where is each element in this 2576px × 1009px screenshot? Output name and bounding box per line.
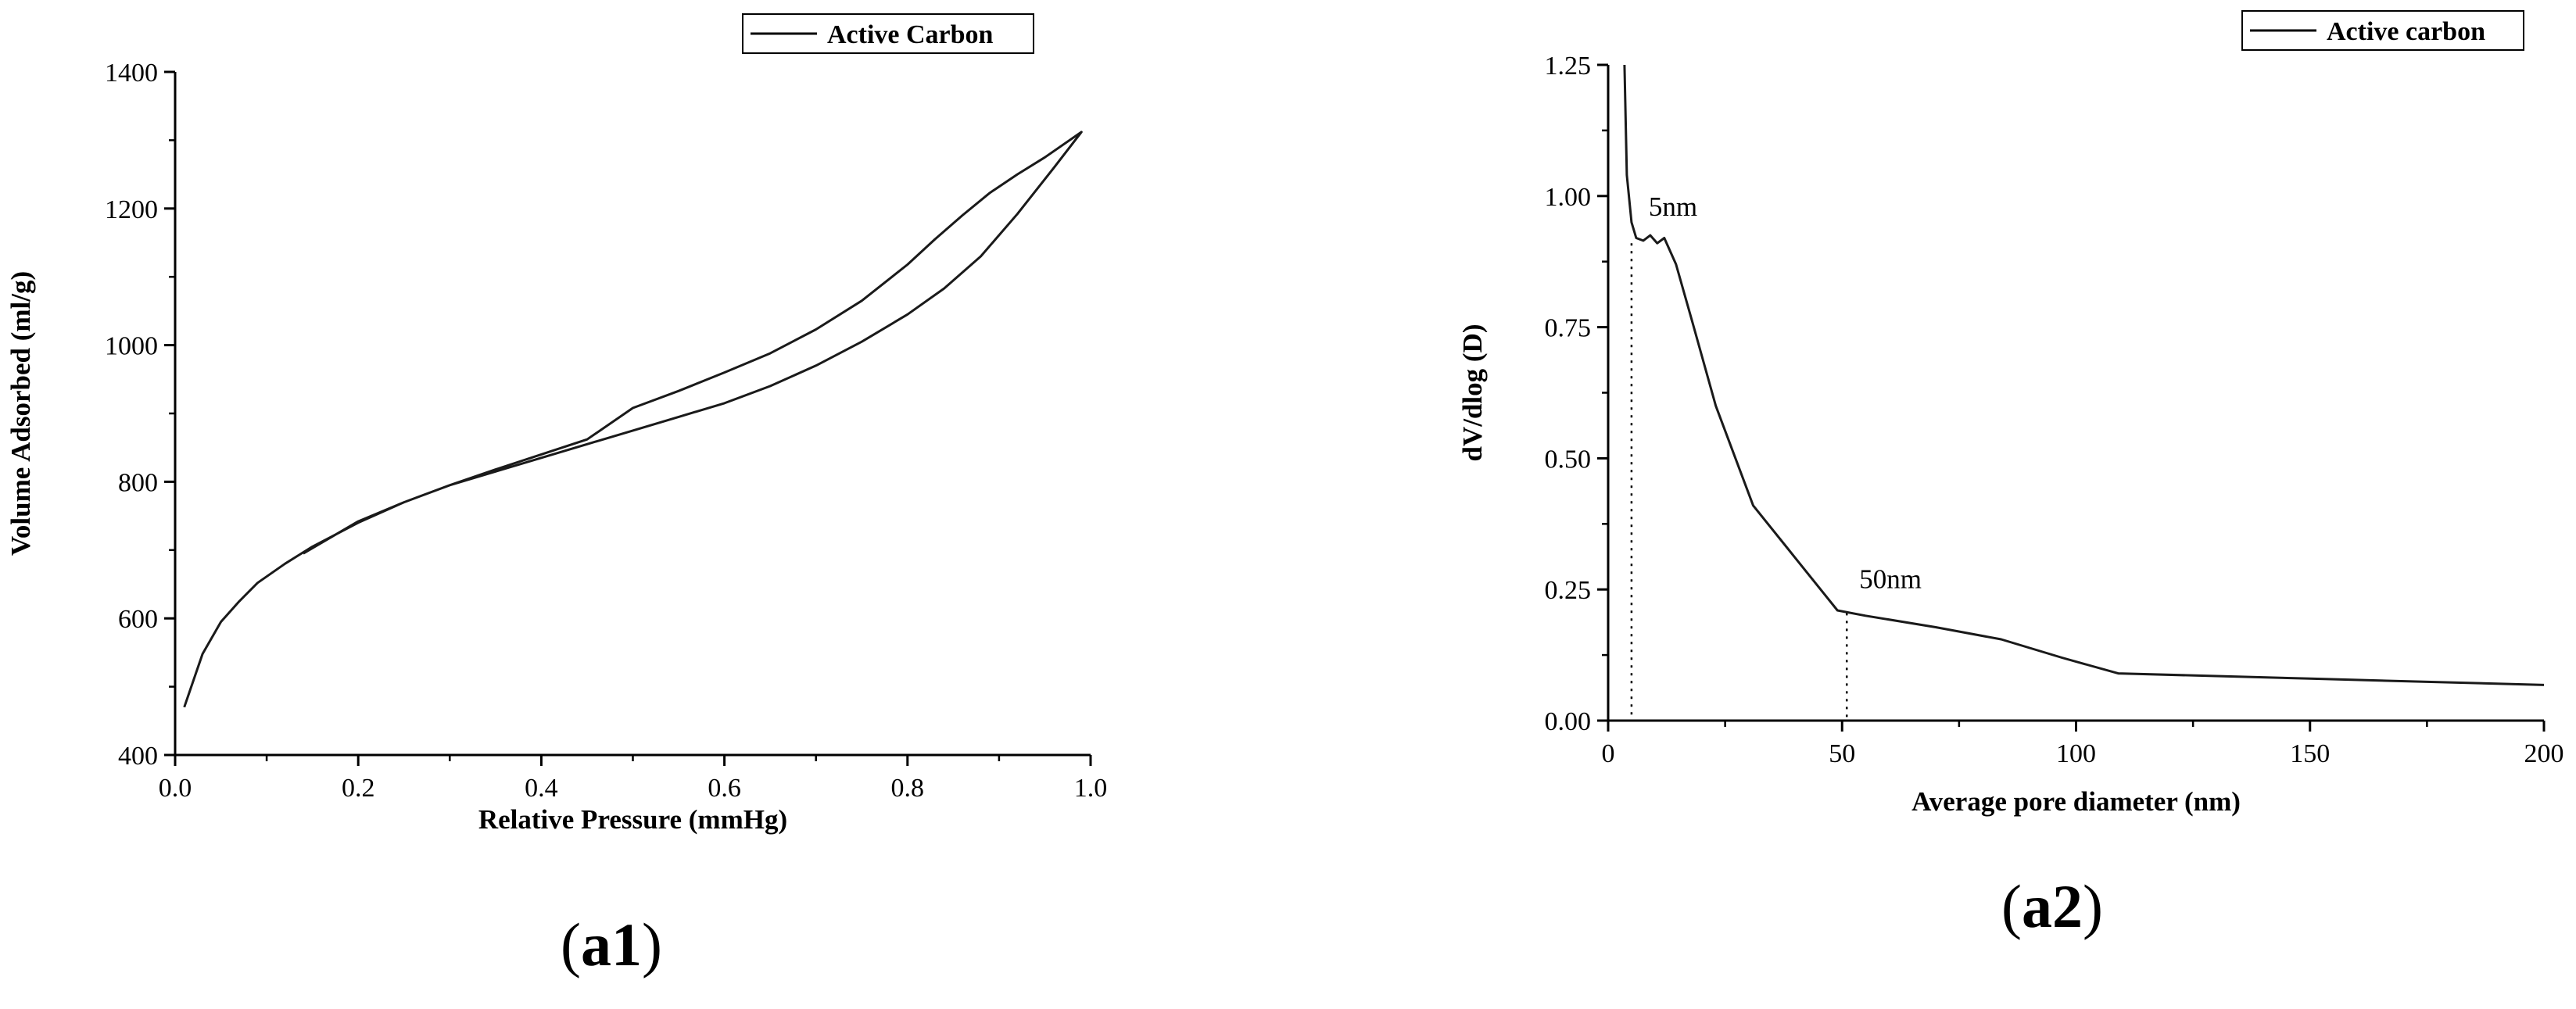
x-axis-title: Relative Pressure (mmHg) — [478, 804, 787, 835]
annotation-label: 50nm — [1859, 564, 1922, 594]
series-line-active-carbon — [183, 131, 1083, 708]
y-tick-label: 400 — [118, 742, 158, 771]
annotation-label: 5nm — [1649, 191, 1697, 222]
y-tick-label: 0.50 — [1545, 445, 1592, 474]
legend-label: Active carbon — [2327, 17, 2485, 46]
y-tick-label: 1.25 — [1545, 52, 1592, 81]
chart-a1: 0.0 0.2 0.4 0.6 0.8 1.0 400 600 800 1000 1200 1400 R… — [5, 13, 1108, 979]
chart-a2: 0 50 100 150 200 0.00 0.25 0.50 0.75 1.00 1.25 Aver… — [1457, 10, 2564, 940]
y-tick-label: 1400 — [105, 59, 158, 88]
y-axis-title: dV/dlog (D) — [1457, 324, 1488, 462]
y-tick-label: 1200 — [105, 195, 158, 224]
panel-label-id: a1 — [581, 911, 642, 979]
x-tick-label: 200 — [2524, 739, 2564, 768]
y-tick-label: 1.00 — [1545, 183, 1592, 212]
x-tick-label: 0.0 — [159, 774, 192, 803]
y-tick-label: 0.00 — [1545, 707, 1592, 736]
y-tick-label: 800 — [118, 468, 158, 497]
x-tick-label: 150 — [2290, 739, 2330, 768]
x-tick-label: 50 — [1829, 739, 1855, 768]
panel-label-close: ) — [2083, 872, 2103, 940]
y-tick-label: 0.25 — [1545, 576, 1592, 605]
panel-label: (a1) — [561, 911, 662, 979]
series-line-active-carbon — [1623, 64, 2545, 686]
x-axis-title: Average pore diameter (nm) — [1911, 786, 2241, 817]
x-tick-label: 0.6 — [708, 774, 741, 803]
y-tick-label: 0.75 — [1545, 314, 1592, 343]
x-tick-label: 1.0 — [1074, 774, 1108, 803]
panel-label-id: a2 — [2022, 872, 2083, 940]
x-tick-label: 0.4 — [525, 774, 558, 803]
x-tick-label: 0.2 — [342, 774, 375, 803]
x-tick-label: 0.8 — [891, 774, 925, 803]
y-tick-label: 600 — [118, 605, 158, 634]
x-tick-label: 100 — [2056, 739, 2096, 768]
panel-label-open: ( — [561, 911, 581, 979]
panel-label-close: ) — [642, 911, 662, 979]
y-tick-label: 1000 — [105, 332, 158, 361]
panel-label-open: ( — [2001, 872, 2022, 940]
y-axis-title: Volume Adsorbed (ml/g) — [5, 271, 36, 556]
panel-label: (a2) — [2001, 872, 2103, 940]
legend-label: Active Carbon — [827, 20, 994, 49]
x-tick-label: 0 — [1602, 739, 1615, 768]
